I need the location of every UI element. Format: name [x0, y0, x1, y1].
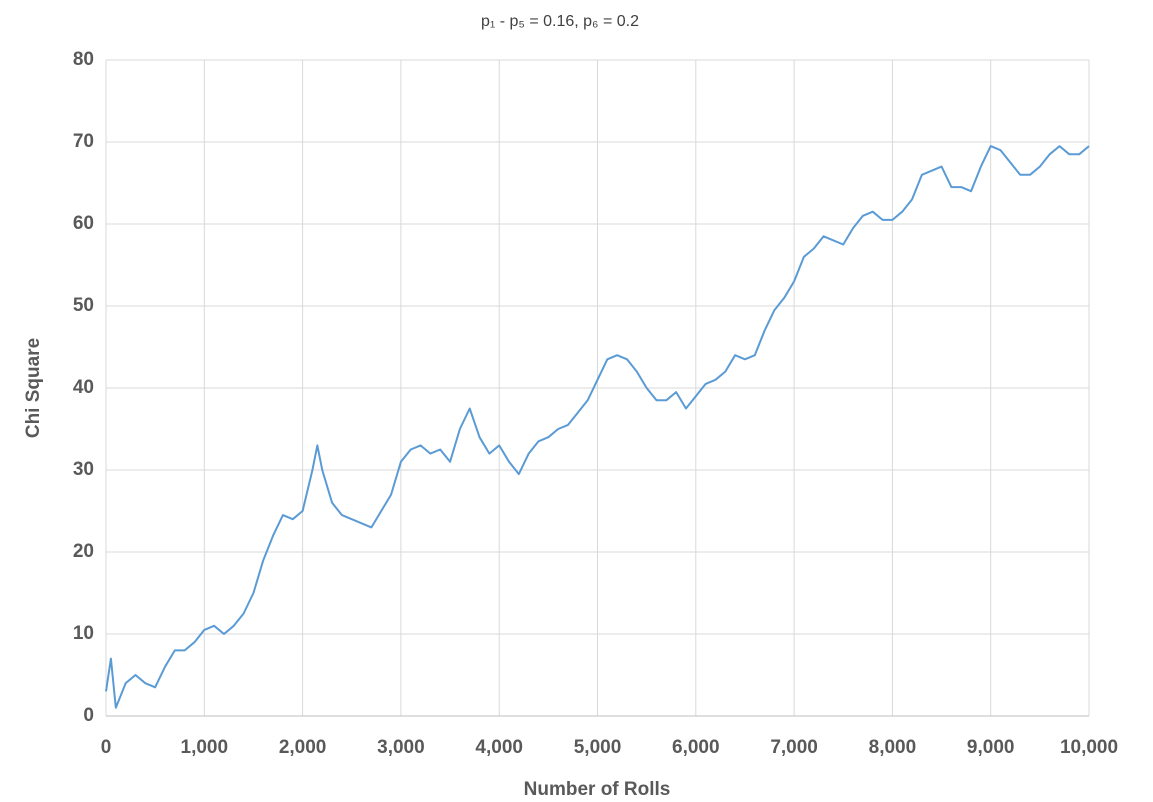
y-tick-label: 0: [83, 705, 94, 726]
y-tick-label: 50: [73, 295, 94, 316]
data-line: [105, 145, 1090, 709]
x-axis-title: Number of Rolls: [524, 779, 671, 800]
x-tick-label: 0: [101, 737, 112, 758]
y-axis-title: Chi Square: [23, 338, 44, 438]
x-tick-label: 2,000: [279, 737, 327, 758]
y-tick-label: 40: [73, 377, 94, 398]
y-tick-label: 80: [73, 49, 94, 70]
y-tick-label: 70: [73, 131, 94, 152]
chart-title: p₁ - p₅ = 0.16, p₆ = 0.2: [481, 13, 639, 30]
y-tick-label: 30: [73, 459, 94, 480]
x-tick-label: 6,000: [672, 737, 720, 758]
x-tick-label: 4,000: [475, 737, 523, 758]
x-tick-label: 5,000: [574, 737, 622, 758]
x-tick-label: 9,000: [967, 737, 1015, 758]
x-tick-label: 3,000: [377, 737, 425, 758]
y-tick-label: 10: [73, 623, 94, 644]
x-tick-label: 8,000: [869, 737, 917, 758]
x-tick-label: 10,000: [1060, 737, 1118, 758]
y-tick-label: 60: [73, 213, 94, 234]
x-tick-label: 7,000: [770, 737, 818, 758]
y-tick-label: 20: [73, 541, 94, 562]
x-tick-label: 1,000: [181, 737, 229, 758]
